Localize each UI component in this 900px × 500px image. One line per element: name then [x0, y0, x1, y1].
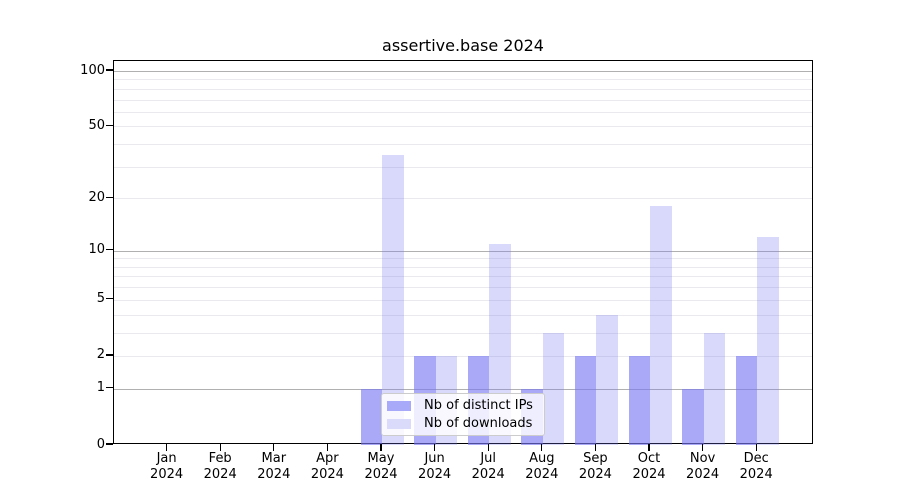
y-tick-5	[106, 298, 113, 300]
gridline-minor-20	[114, 198, 812, 200]
legend-item-distinct-ips: Nb of distinct IPs	[387, 398, 536, 413]
x-tick-may	[380, 444, 382, 451]
x-tick-label-sep: Sep 2024	[578, 451, 612, 482]
gridline-minor-80	[114, 88, 812, 90]
y-tick-0	[106, 443, 113, 445]
gridline-minor-90	[114, 79, 812, 81]
x-tick-jan	[166, 444, 168, 451]
legend-label-distinct-ips: Nb of distinct IPs	[424, 398, 533, 413]
gridline-minor-8	[114, 266, 812, 268]
gridline-minor-3	[114, 332, 812, 334]
bar-downloads-oct	[650, 206, 672, 445]
bar-downloads-nov	[703, 332, 726, 445]
bar-ips-dec	[735, 355, 758, 445]
y-tick-label-50: 50	[88, 117, 105, 133]
legend-item-downloads: Nb of downloads	[387, 416, 536, 431]
x-tick-label-apr: Apr 2024	[310, 451, 344, 482]
y-tick-label-100: 100	[80, 62, 105, 78]
y-tick-20	[106, 196, 113, 198]
x-tick-label-mar: Mar 2024	[257, 451, 291, 482]
y-tick-label-10: 10	[88, 242, 105, 258]
x-tick-label-jun: Jun 2024	[418, 451, 452, 482]
gridline-minor-40	[114, 144, 812, 146]
bar-downloads-sep	[596, 314, 618, 445]
bar-downloads-aug	[542, 332, 565, 445]
y-tick-label-0: 0	[96, 436, 105, 452]
bar-ips-sep	[574, 355, 597, 445]
y-tick-50	[106, 124, 113, 126]
legend: Nb of distinct IPs Nb of downloads	[381, 393, 545, 436]
gridline-minor-6	[114, 287, 812, 289]
x-tick-feb	[219, 444, 221, 451]
gridline-minor-4	[114, 314, 812, 316]
legend-swatch-distinct-ips	[387, 400, 411, 411]
gridline-minor-60	[114, 111, 812, 113]
bar-ips-may	[360, 388, 382, 445]
x-tick-sep	[594, 444, 596, 451]
y-tick-10	[106, 249, 113, 251]
x-tick-label-dec: Dec 2024	[739, 451, 773, 482]
x-tick-dec	[755, 444, 757, 451]
gridline-minor-7	[114, 276, 812, 278]
legend-label-downloads: Nb of downloads	[424, 416, 533, 431]
gridline-minor-9	[114, 258, 812, 260]
x-tick-label-aug: Aug 2024	[525, 451, 559, 482]
y-tick-2	[106, 354, 113, 356]
y-tick-label-5: 5	[96, 291, 105, 307]
x-tick-apr	[326, 444, 328, 451]
x-tick-label-jul: Jul 2024	[471, 451, 505, 482]
x-tick-mar	[273, 444, 275, 451]
x-tick-label-feb: Feb 2024	[203, 451, 237, 482]
gridline-major-1	[114, 388, 812, 390]
gridline-minor-50	[114, 126, 812, 128]
x-tick-jun	[434, 444, 436, 451]
legend-swatch-downloads	[387, 418, 411, 429]
x-tick-label-oct: Oct 2024	[632, 451, 666, 482]
y-tick-100	[106, 69, 113, 71]
gridline-minor-2	[114, 355, 812, 357]
x-tick-jul	[487, 444, 489, 451]
bar-ips-nov	[682, 388, 704, 445]
chart-title: assertive.base 2024	[382, 36, 544, 55]
gridline-major-10	[114, 250, 812, 252]
x-tick-oct	[648, 444, 650, 451]
y-tick-label-2: 2	[96, 347, 105, 363]
gridline-minor-70	[114, 99, 812, 101]
bar-downloads-may	[382, 154, 404, 445]
y-tick-label-20: 20	[88, 189, 105, 205]
y-tick-label-1: 1	[96, 380, 105, 396]
x-tick-label-jan: Jan 2024	[150, 451, 184, 482]
gridline-major-100	[114, 71, 812, 73]
x-tick-nov	[702, 444, 704, 451]
x-tick-aug	[541, 444, 543, 451]
bar-downloads-dec	[757, 237, 779, 445]
plot-area	[113, 59, 813, 445]
x-tick-label-nov: Nov 2024	[686, 451, 720, 482]
gridline-minor-30	[114, 166, 812, 168]
x-tick-label-may: May 2024	[364, 451, 398, 482]
y-tick-1	[106, 387, 113, 389]
gridline-minor-5	[114, 299, 812, 301]
bar-ips-oct	[628, 355, 650, 445]
